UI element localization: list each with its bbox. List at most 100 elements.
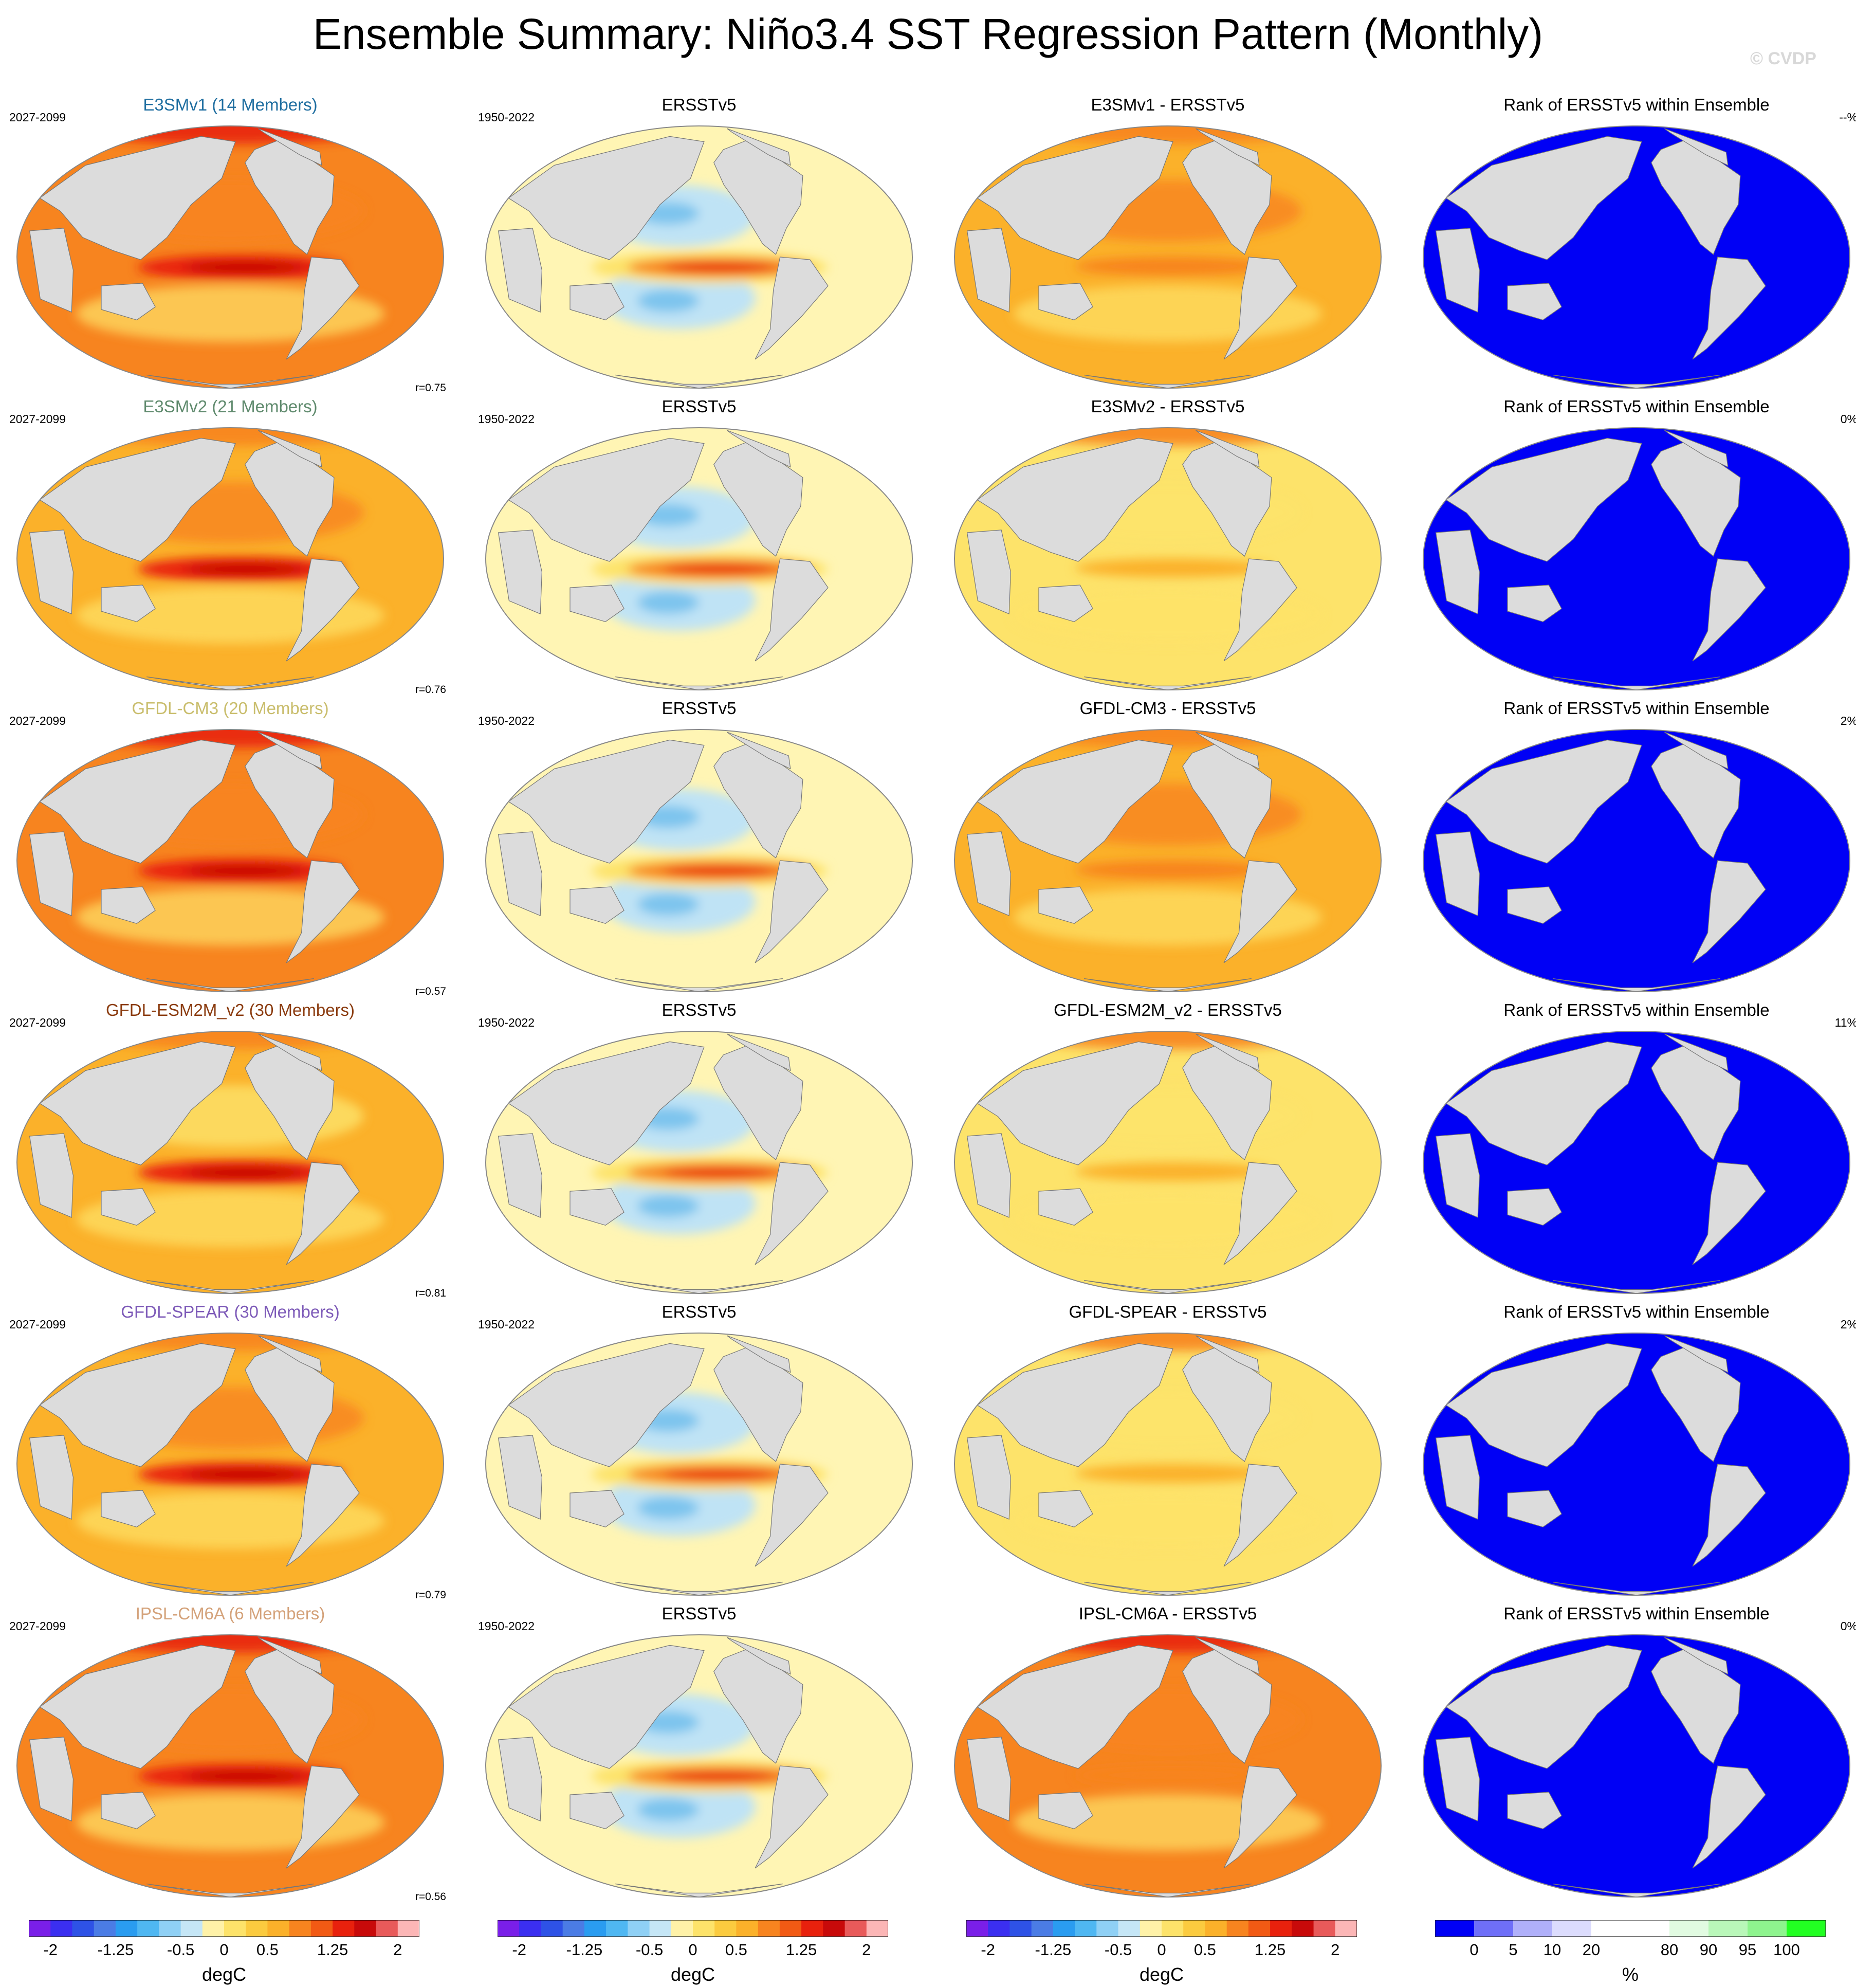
colorbar-swatch [29, 1920, 51, 1937]
model-panel: GFDL-ESM2M_v2 (30 Members) 2027-2099 r=0.8… [9, 1000, 451, 1304]
land-greenland [727, 128, 791, 166]
colorbar-swatch [736, 1920, 759, 1937]
colorbar-swatch [779, 1920, 802, 1937]
land-north-america [1651, 1345, 1741, 1462]
obs-map [478, 116, 920, 401]
land-greenland [1196, 1637, 1260, 1675]
model-title: GFDL-ESM2M_v2 (30 Members) [105, 1000, 355, 1019]
colorbar-swatch [310, 1920, 333, 1937]
colorbar-swatch [606, 1920, 628, 1937]
land-australia [101, 585, 156, 623]
land-africa [1435, 530, 1480, 614]
land-antarctica [1553, 676, 1720, 690]
diff-panel: IPSL-CM6A - ERSSTv5 [947, 1604, 1389, 1907]
map-border [16, 729, 444, 992]
pattern-correlation: r=0.81 [415, 1287, 446, 1299]
land-south-america [1223, 1765, 1297, 1869]
land-north-america [1651, 138, 1741, 255]
land-australia [101, 283, 156, 321]
land-south-america [286, 860, 360, 963]
colorbar-swatch [1009, 1920, 1032, 1937]
map-border [954, 729, 1382, 992]
colorbar-swatch [1435, 1920, 1475, 1937]
sst-field [954, 1635, 1381, 1897]
rank-title: Rank of ERSSTv5 within Ensemble [1503, 1302, 1770, 1321]
land-greenland [258, 1033, 322, 1071]
colorbar-swatch [1053, 1920, 1075, 1937]
colorbar-swatch [649, 1920, 672, 1937]
rank-panel: Rank of ERSSTv5 within Ensemble 2% [1416, 699, 1856, 1002]
colorbar-units: degC [670, 1964, 715, 1985]
colorbar-swatch [137, 1920, 159, 1937]
colorbar-swatch [159, 1920, 181, 1937]
colorbar-units: % [1622, 1964, 1639, 1985]
colorbar-swatch [1313, 1920, 1336, 1937]
land-antarctica [1553, 374, 1720, 388]
model-period: 2027-2099 [9, 1619, 66, 1633]
colorbar-swatch [224, 1920, 246, 1937]
rank-panel: Rank of ERSSTv5 within Ensemble 0% [1416, 1604, 1856, 1907]
land-north-america [1651, 1647, 1741, 1764]
rank-panel: Rank of ERSSTv5 within Ensemble --% [1416, 95, 1856, 398]
land-antarctica [1553, 1883, 1720, 1897]
land-australia [1038, 283, 1093, 321]
model-panel: GFDL-CM3 (20 Members) 2027-2099 r=0.57 [9, 699, 451, 1002]
model-period: 2027-2099 [9, 714, 66, 727]
land-greenland [1196, 732, 1260, 770]
model-period: 2027-2099 [9, 1318, 66, 1331]
map-border [16, 427, 444, 690]
colorbar-swatch [1630, 1920, 1670, 1937]
rank-percent: 0% [1840, 1619, 1856, 1633]
rank-title: Rank of ERSSTv5 within Ensemble [1503, 397, 1770, 416]
land-north-america [1182, 440, 1272, 557]
land-south-america [1692, 1765, 1766, 1869]
land-africa [498, 831, 543, 916]
colorbar-units: degC [201, 1964, 247, 1985]
colorbar-tick-label: -2 [981, 1941, 995, 1959]
rank-title: Rank of ERSSTv5 within Ensemble [1503, 95, 1770, 114]
model-title: IPSL-CM6A (6 Members) [135, 1604, 325, 1623]
land-south-america [755, 1765, 829, 1869]
land-africa [29, 1435, 74, 1520]
sst-field [954, 1031, 1381, 1293]
model-map [9, 116, 451, 401]
colorbar-swatch [714, 1920, 737, 1937]
colorbar-tick-label: 0 [1157, 1941, 1166, 1959]
land-asia [1445, 1343, 1642, 1467]
colorbar-swatch [376, 1920, 398, 1937]
pattern-correlation: r=0.76 [415, 684, 446, 696]
obs-title: ERSSTv5 [661, 1302, 737, 1321]
land-africa [498, 530, 543, 614]
model-map [9, 1323, 451, 1608]
land-north-america [1651, 742, 1741, 859]
page-title: Ensemble Summary: Niño3.4 SST Regression… [313, 10, 1543, 58]
rank-title: Rank of ERSSTv5 within Ensemble [1503, 1604, 1770, 1623]
rank-map [1416, 719, 1856, 1005]
land-north-america [1651, 1044, 1741, 1160]
land-greenland [1664, 128, 1729, 166]
obs-title: ERSSTv5 [661, 699, 737, 718]
map-border [1423, 1031, 1850, 1294]
map-border [16, 1634, 444, 1898]
model-panel: IPSL-CM6A (6 Members) 2027-2099 r=0.56 [9, 1604, 451, 1907]
obs-panel: ERSSTv5 1950-2022 [478, 1302, 920, 1606]
diff-panel: GFDL-CM3 - ERSSTv5 [947, 699, 1389, 1002]
diff-panel: E3SMv1 - ERSSTv5 [947, 95, 1389, 398]
model-title: GFDL-SPEAR (30 Members) [121, 1302, 340, 1321]
land-south-america [755, 257, 829, 360]
land-asia [39, 739, 236, 864]
colorbar-swatch [397, 1920, 420, 1937]
sst-field [954, 729, 1381, 992]
land-antarctica [615, 1883, 783, 1897]
land-antarctica [1084, 978, 1252, 992]
model-map [9, 719, 451, 1005]
rank-map [1416, 1323, 1856, 1608]
sst-colorbar-3: -2 -1.25 -0.5 0 0.5 1.25 2 degC [966, 1920, 1357, 1987]
land-north-america [1651, 440, 1741, 557]
difference-title: GFDL-SPEAR - ERSSTv5 [1069, 1302, 1267, 1321]
land-antarctica [615, 978, 783, 992]
land-south-america [1692, 257, 1766, 360]
difference-title: GFDL-ESM2M_v2 - ERSSTv5 [1054, 1000, 1282, 1019]
land-australia [1507, 1792, 1562, 1830]
land-asia [508, 1645, 705, 1769]
